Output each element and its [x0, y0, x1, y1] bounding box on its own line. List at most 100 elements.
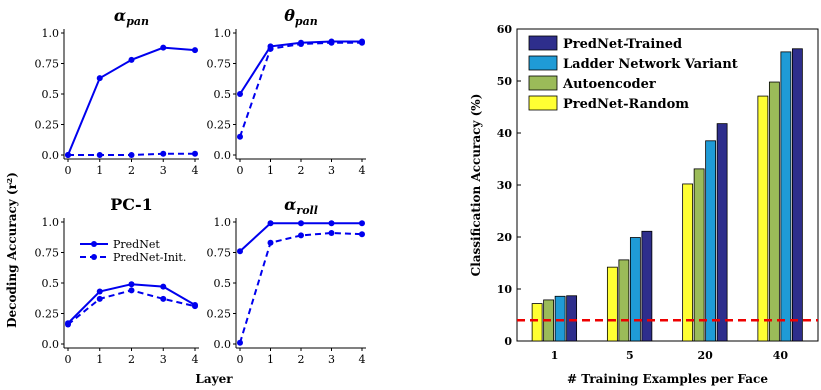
data-point	[128, 56, 135, 63]
bar-autoencoder	[693, 168, 705, 342]
legend-swatch	[528, 55, 558, 71]
panel-title: αpan	[114, 6, 149, 28]
x-tick-label: 3	[328, 164, 335, 177]
y-tick-label: 20	[497, 231, 513, 244]
data-point	[267, 220, 274, 227]
x-tick-label: 0	[65, 164, 72, 177]
bar-autoencoder	[768, 81, 780, 342]
data-point	[359, 220, 365, 227]
data-point	[192, 303, 198, 310]
data-point	[96, 288, 103, 295]
y-tick-label: 30	[497, 179, 513, 192]
data-point	[96, 295, 103, 302]
data-point	[298, 232, 304, 239]
panel-title-main: α	[114, 6, 126, 25]
y-tick-label: 0.0	[214, 338, 232, 351]
legend-label: PredNet-Init.	[113, 251, 186, 264]
x-tick-label: 0	[237, 353, 244, 366]
legend-swatch	[528, 75, 558, 91]
data-point	[128, 287, 135, 294]
panel-title-subscript: pan	[126, 15, 149, 28]
legend-label: Ladder Network Variant	[563, 57, 738, 72]
x-tick-label: 0	[65, 353, 72, 366]
x-tick-label: 4	[192, 164, 199, 177]
layer-xlabel: Layer	[195, 372, 233, 386]
x-tick-label: 4	[192, 353, 199, 366]
bar-prednet-random	[682, 183, 694, 342]
legend-label: Autoencoder	[562, 77, 656, 92]
y-tick-label: 0.0	[42, 338, 60, 351]
data-point	[237, 248, 243, 255]
y-tick-label: 0.75	[207, 58, 232, 71]
x-tick-label: 4	[359, 164, 366, 177]
x-tick-label: 3	[160, 164, 167, 177]
x-tick-label: 3	[328, 353, 335, 366]
bar-prednet-trained	[641, 230, 653, 342]
series-line-prednet-init	[239, 231, 363, 344]
y-tick-label: 0	[504, 335, 512, 348]
x-tick-label: 5	[626, 349, 634, 362]
y-tick-label: 0.25	[35, 119, 60, 132]
series-line-prednet-init	[67, 289, 196, 326]
data-point	[128, 152, 135, 158]
y-tick-label: 0.0	[214, 149, 232, 162]
data-point	[96, 152, 103, 158]
data-point	[237, 339, 243, 346]
data-point	[96, 75, 103, 82]
y-tick-label: 50	[497, 75, 513, 88]
bar-ladder-network-variant	[780, 51, 792, 342]
y-tick-label: 0.5	[214, 88, 232, 101]
data-point	[328, 220, 335, 227]
data-point	[160, 44, 167, 51]
x-tick-label: 2	[298, 164, 305, 177]
data-point	[359, 39, 365, 46]
panel-title: αroll	[284, 195, 318, 217]
y-tick-label: 0.5	[42, 88, 60, 101]
x-tick-label: 40	[773, 349, 789, 362]
y-tick-label: 0.5	[214, 277, 232, 290]
x-tick-label: 2	[128, 353, 135, 366]
x-tick-label: 2	[128, 164, 135, 177]
y-tick-label: 10	[497, 283, 513, 296]
data-point	[65, 321, 71, 328]
y-tick-label: 0.75	[35, 247, 60, 260]
panel-title-main: α	[284, 195, 296, 214]
panel-title-main: PC-1	[110, 195, 153, 214]
data-point	[65, 152, 71, 158]
y-tick-label: 0.25	[207, 119, 232, 132]
legend-label: PredNet-Random	[563, 97, 689, 112]
legend-label: PredNet-Trained	[563, 37, 682, 52]
x-tick-label: 1	[96, 164, 103, 177]
data-point	[359, 231, 365, 238]
y-tick-label: 0.75	[35, 58, 60, 71]
panel-title-subscript: roll	[296, 204, 318, 217]
legend-label: PredNet	[113, 238, 160, 251]
x-tick-label: 2	[298, 353, 305, 366]
x-tick-label: 3	[160, 353, 167, 366]
data-point	[192, 150, 198, 157]
data-point	[328, 39, 335, 46]
theta-pan-panel: 0.0 0.25 0.5 0.75 1.0 0 1 2 3 4 θpan	[207, 6, 366, 177]
alpha-pan-panel: 0.0 0.25 0.5 0.75 1.0 0 1 2 3 4 αpan	[35, 6, 199, 177]
classification-bar-chart: 0 10 20 30 40 50 60 1 5 20 40 PredNet-Trained Ladder…	[469, 23, 819, 386]
bar-ladder-network-variant	[629, 237, 641, 342]
y-tick-label: 0.75	[207, 247, 232, 260]
bar-prednet-random	[606, 266, 618, 342]
alpha-roll-panel: 0.0 0.25 0.5 0.75 1.0 0 1 2 3 4 αroll	[207, 195, 366, 366]
bar-prednet-trained	[566, 295, 578, 342]
bar-ladder-network-variant	[554, 295, 566, 342]
training-examples-xlabel: # Training Examples per Face	[567, 372, 768, 386]
bar-autoencoder	[618, 259, 630, 342]
x-tick-label: 1	[267, 353, 274, 366]
y-tick-label: 0.0	[42, 149, 60, 162]
bar-prednet-trained	[716, 123, 728, 342]
data-point	[237, 133, 243, 140]
classification-accuracy-ylabel: Classification Accuracy (%)	[469, 94, 483, 277]
data-point	[160, 283, 167, 290]
data-point	[237, 91, 243, 97]
data-point	[267, 45, 274, 52]
y-tick-label: 0.25	[207, 308, 232, 321]
legend-marker	[91, 254, 97, 260]
x-tick-label: 0	[237, 164, 244, 177]
data-point	[160, 150, 167, 157]
